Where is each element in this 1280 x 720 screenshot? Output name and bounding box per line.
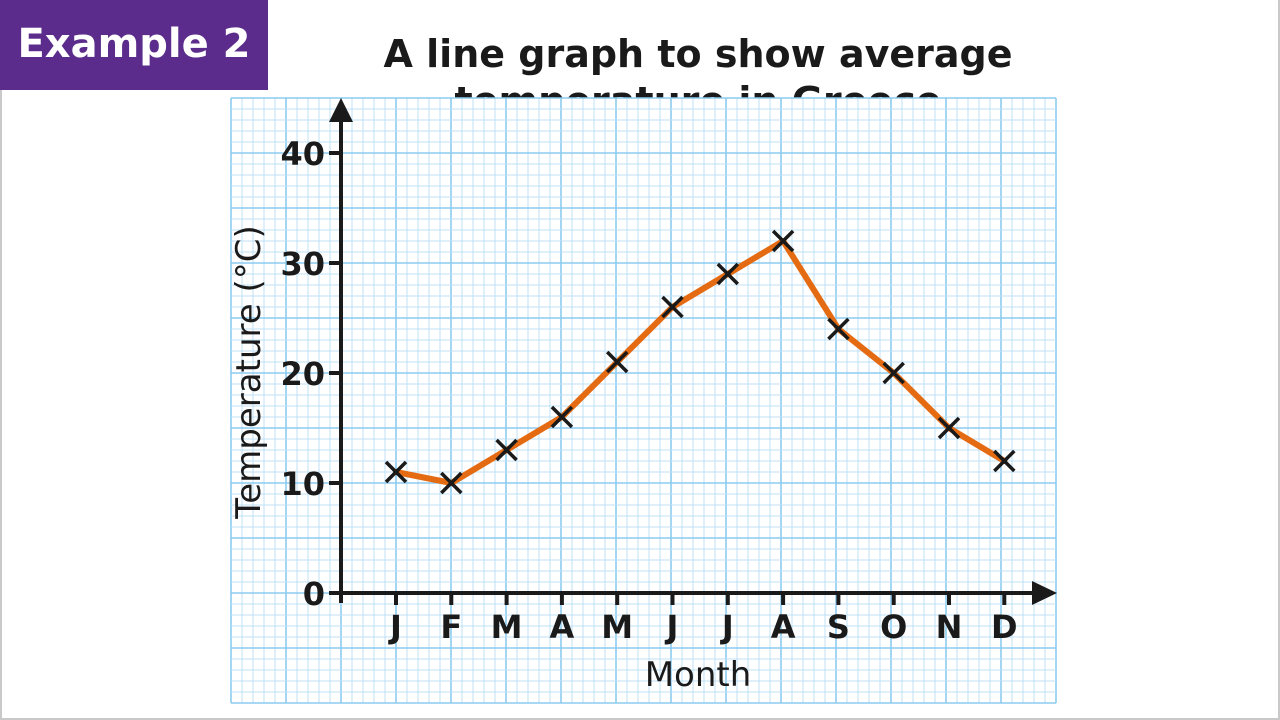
y-tick-label: 10 xyxy=(280,465,325,503)
data-point-marker xyxy=(550,405,574,429)
data-point-marker xyxy=(993,449,1016,473)
x-tick-label: D xyxy=(991,608,1018,646)
x-axis-label: Month xyxy=(645,655,752,695)
x-tick-label: A xyxy=(771,608,796,646)
x-tick-label: J xyxy=(720,608,734,646)
y-tick-label: 30 xyxy=(280,245,325,283)
y-tick-label: 40 xyxy=(280,135,325,173)
x-tick-label: J xyxy=(665,608,679,646)
chart-axes xyxy=(329,98,1057,605)
data-point-marker xyxy=(716,262,740,286)
y-tick-label: 20 xyxy=(280,355,325,393)
x-tick-label: N xyxy=(936,608,963,646)
data-point-marker xyxy=(440,471,463,495)
y-axis-arrow xyxy=(329,98,353,122)
chart-grid xyxy=(230,97,1057,704)
x-tick-label: J xyxy=(388,608,402,646)
x-axis-arrow xyxy=(1032,581,1057,605)
data-point-marker xyxy=(661,295,684,319)
x-tick-label: O xyxy=(880,608,907,646)
data-point-marker xyxy=(937,416,961,440)
data-point-marker xyxy=(882,361,905,385)
series-temperature xyxy=(384,229,1016,495)
data-point-marker xyxy=(605,350,629,374)
y-axis-label: Temperature (°C) xyxy=(229,225,269,519)
chart-title-line-1: A line graph to show average xyxy=(384,32,1013,76)
x-tick-label: F xyxy=(440,608,462,646)
data-point-marker xyxy=(827,317,850,341)
y-axis-ticks: 0 10 20 30 40 xyxy=(280,135,341,613)
data-point-marker xyxy=(771,229,795,253)
x-tick-label: M xyxy=(491,608,523,646)
x-tick-label: A xyxy=(550,608,575,646)
data-point-marker xyxy=(384,460,408,484)
example-badge: Example 2 xyxy=(0,0,268,90)
x-tick-label: S xyxy=(827,608,850,646)
x-tick-label: M xyxy=(601,608,633,646)
grid-background xyxy=(231,98,1056,703)
data-point-marker xyxy=(495,438,518,462)
y-tick-label: 0 xyxy=(303,575,325,613)
